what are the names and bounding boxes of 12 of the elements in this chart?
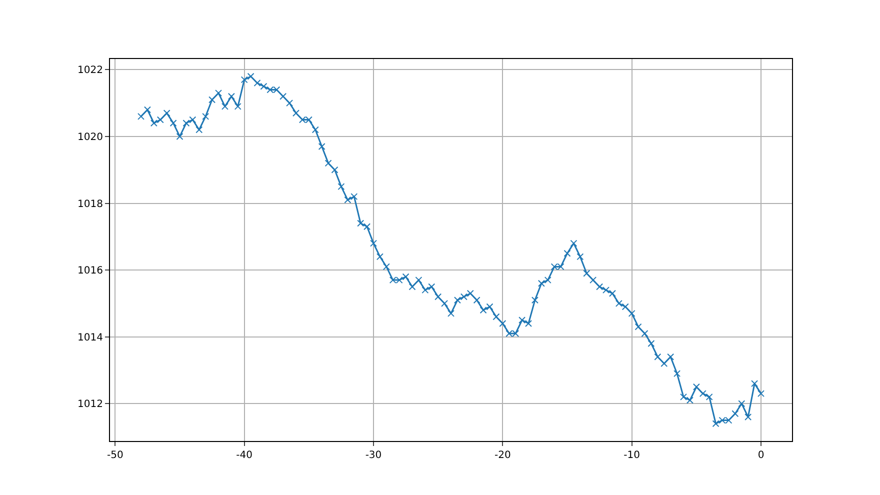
y-tick-label: 1014	[78, 332, 103, 344]
x-tick-label: -30	[365, 450, 382, 461]
x-tick-label: -50	[107, 450, 124, 461]
x-tick-label: 0	[758, 450, 764, 461]
y-tick-label: 1018	[78, 198, 103, 210]
y-tick-label: 1022	[78, 65, 103, 76]
x-tick-label: -40	[236, 450, 252, 461]
y-tick-label: 1016	[78, 266, 103, 277]
x-tick-label: -10	[624, 450, 640, 461]
y-tick-label: 1012	[78, 399, 103, 410]
x-tick-label: -20	[494, 450, 511, 461]
y-tick-label: 1020	[78, 132, 103, 143]
